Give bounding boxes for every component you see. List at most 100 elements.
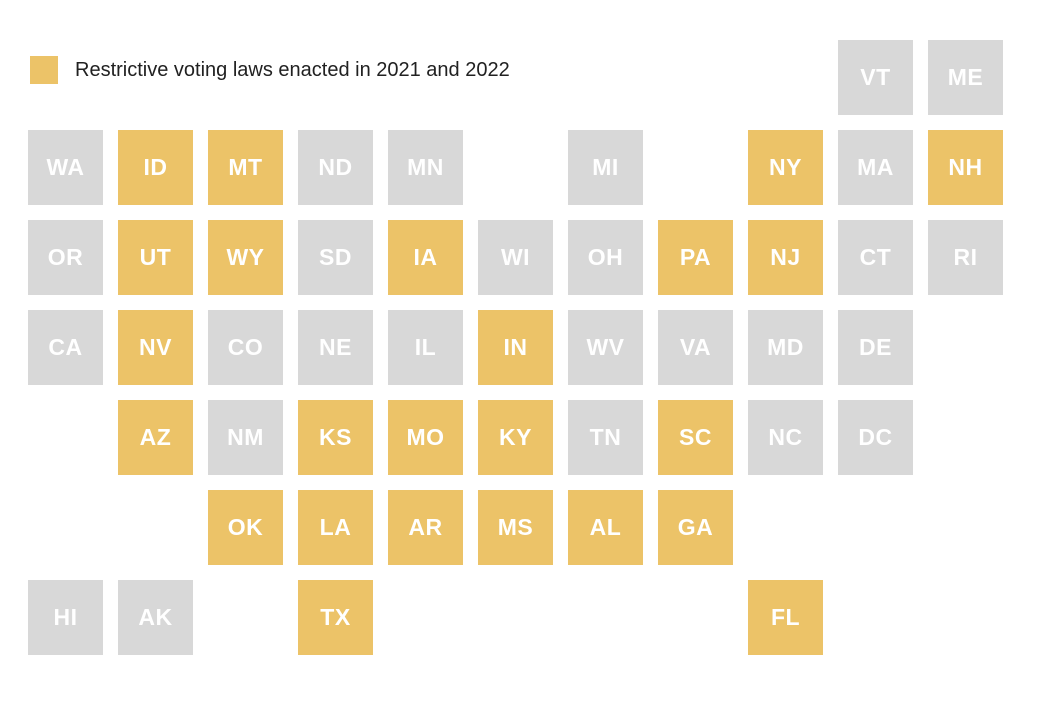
state-tile-wi: WI bbox=[478, 220, 553, 295]
state-tile-mo: MO bbox=[388, 400, 463, 475]
state-label: LA bbox=[319, 514, 352, 540]
state-tile-co: CO bbox=[208, 310, 283, 385]
state-tile-az: AZ bbox=[118, 400, 193, 475]
state-label: AL bbox=[589, 514, 622, 540]
state-tile-in: IN bbox=[478, 310, 553, 385]
state-tile-ct: CT bbox=[838, 220, 913, 295]
state-tile-va: VA bbox=[658, 310, 733, 385]
state-label: WV bbox=[586, 334, 625, 360]
state-label: OH bbox=[587, 244, 624, 270]
state-label: MT bbox=[228, 154, 263, 180]
state-tile-nh: NH bbox=[928, 130, 1003, 205]
state-tile-fl: FL bbox=[748, 580, 823, 655]
state-tile-ne: NE bbox=[298, 310, 373, 385]
state-label: FL bbox=[770, 604, 801, 630]
state-tile-nj: NJ bbox=[748, 220, 823, 295]
state-label: NJ bbox=[770, 244, 801, 270]
state-label: WA bbox=[46, 154, 85, 180]
state-tile-ut: UT bbox=[118, 220, 193, 295]
state-tile-dc: DC bbox=[838, 400, 913, 475]
state-label: IA bbox=[413, 244, 438, 270]
state-tile-de: DE bbox=[838, 310, 913, 385]
state-tile-grid: VT ME WA ID MT ND MN MI NY MA NH OR UT WY SD IA WI OH PA NJ… bbox=[28, 40, 1003, 655]
state-label: KY bbox=[499, 424, 532, 450]
state-tile-tn: TN bbox=[568, 400, 643, 475]
state-tile-ma: MA bbox=[838, 130, 913, 205]
state-label: NC bbox=[768, 424, 803, 450]
state-label: DC bbox=[858, 424, 893, 450]
state-label: NV bbox=[139, 334, 172, 360]
state-label: AK bbox=[138, 604, 173, 630]
state-tile-sd: SD bbox=[298, 220, 373, 295]
state-tile-la: LA bbox=[298, 490, 373, 565]
state-label: VT bbox=[860, 64, 891, 90]
state-label: HI bbox=[53, 604, 78, 630]
state-label: TX bbox=[320, 604, 351, 630]
state-label: CO bbox=[227, 334, 264, 360]
state-tile-wy: WY bbox=[208, 220, 283, 295]
state-tile-nm: NM bbox=[208, 400, 283, 475]
state-tile-ks: KS bbox=[298, 400, 373, 475]
state-label: MA bbox=[857, 154, 894, 180]
state-label: TN bbox=[589, 424, 622, 450]
state-label: AZ bbox=[139, 424, 172, 450]
state-label: NH bbox=[948, 154, 983, 180]
state-tile-ms: MS bbox=[478, 490, 553, 565]
state-tile-nd: ND bbox=[298, 130, 373, 205]
state-tile-pa: PA bbox=[658, 220, 733, 295]
state-label: CA bbox=[48, 334, 83, 360]
state-label: MO bbox=[406, 424, 445, 450]
state-label: SD bbox=[319, 244, 352, 270]
state-tile-ak: AK bbox=[118, 580, 193, 655]
state-tile-ok: OK bbox=[208, 490, 283, 565]
state-tile-md: MD bbox=[748, 310, 823, 385]
state-label: ND bbox=[318, 154, 353, 180]
state-tile-ri: RI bbox=[928, 220, 1003, 295]
state-tile-tx: TX bbox=[298, 580, 373, 655]
state-tile-nv: NV bbox=[118, 310, 193, 385]
state-label: KS bbox=[319, 424, 352, 450]
state-label: RI bbox=[953, 244, 978, 270]
state-tile-al: AL bbox=[568, 490, 643, 565]
state-label: NM bbox=[227, 424, 264, 450]
state-tile-wa: WA bbox=[28, 130, 103, 205]
state-label: CT bbox=[859, 244, 892, 270]
state-tile-or: OR bbox=[28, 220, 103, 295]
state-tile-me: ME bbox=[928, 40, 1003, 115]
state-tile-mt: MT bbox=[208, 130, 283, 205]
state-tile-mn: MN bbox=[388, 130, 463, 205]
state-label: DE bbox=[859, 334, 892, 360]
state-label: AR bbox=[408, 514, 443, 540]
state-label: IL bbox=[414, 334, 437, 360]
state-label: SC bbox=[679, 424, 712, 450]
state-label: ME bbox=[947, 64, 984, 90]
state-tile-ar: AR bbox=[388, 490, 463, 565]
legend-label: Restrictive voting laws enacted in 2021 … bbox=[75, 58, 510, 81]
state-tile-hi: HI bbox=[28, 580, 103, 655]
state-label: VA bbox=[679, 334, 712, 360]
state-label: GA bbox=[677, 514, 714, 540]
state-label: MI bbox=[592, 154, 619, 180]
state-label: MD bbox=[767, 334, 804, 360]
state-tile-ga: GA bbox=[658, 490, 733, 565]
state-tile-sc: SC bbox=[658, 400, 733, 475]
state-tile-wv: WV bbox=[568, 310, 643, 385]
state-label: PA bbox=[679, 244, 712, 270]
state-label: OK bbox=[227, 514, 264, 540]
state-tile-mi: MI bbox=[568, 130, 643, 205]
state-label: MN bbox=[407, 154, 444, 180]
legend: Restrictive voting laws enacted in 2021 … bbox=[30, 56, 510, 84]
state-label: NE bbox=[319, 334, 352, 360]
state-label: NY bbox=[769, 154, 802, 180]
state-tile-id: ID bbox=[118, 130, 193, 205]
state-label: OR bbox=[47, 244, 84, 270]
legend-swatch bbox=[30, 56, 58, 84]
state-label: ID bbox=[143, 154, 168, 180]
state-label: WY bbox=[226, 244, 265, 270]
state-tile-vt: VT bbox=[838, 40, 913, 115]
state-label: IN bbox=[503, 334, 528, 360]
state-tile-oh: OH bbox=[568, 220, 643, 295]
state-label: UT bbox=[139, 244, 172, 270]
state-tile-il: IL bbox=[388, 310, 463, 385]
